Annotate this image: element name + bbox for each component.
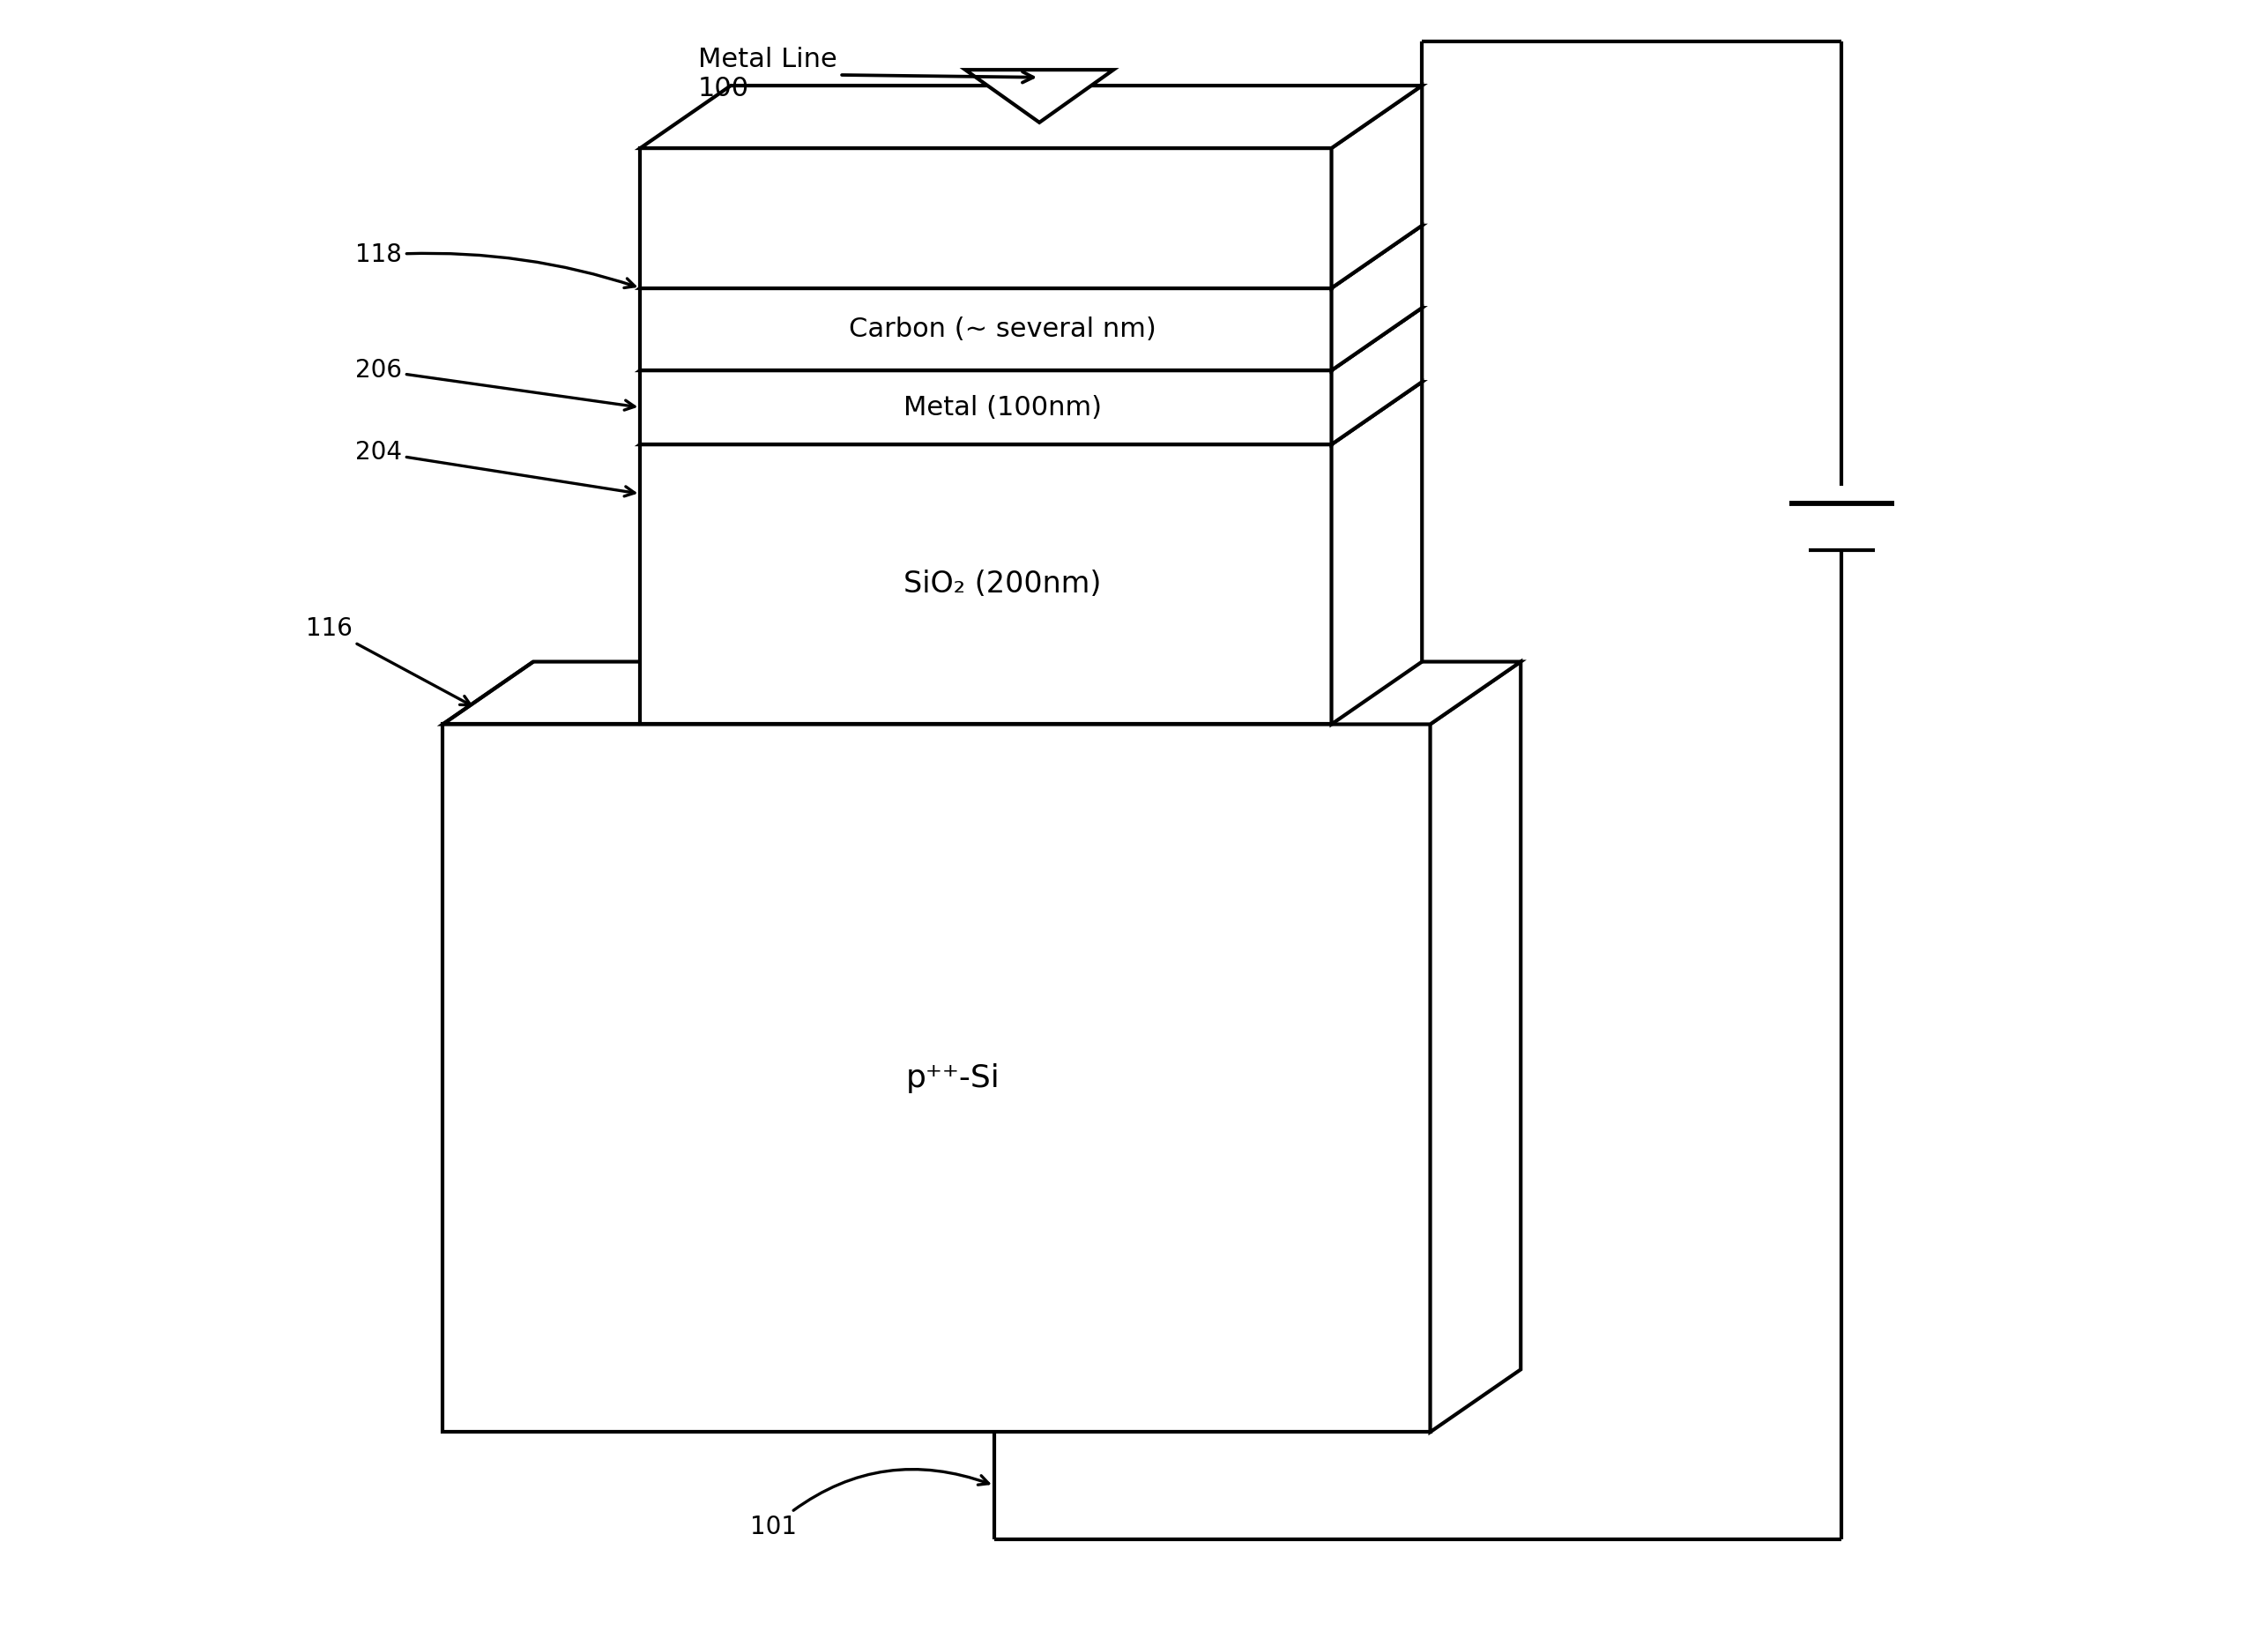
Text: 206: 206	[356, 359, 635, 410]
Text: 204: 204	[356, 441, 635, 495]
Polygon shape	[640, 308, 1422, 370]
Polygon shape	[1331, 382, 1422, 724]
Polygon shape	[442, 662, 1522, 724]
Polygon shape	[640, 288, 1331, 370]
Polygon shape	[1331, 86, 1422, 288]
Polygon shape	[1331, 226, 1422, 370]
Polygon shape	[1331, 308, 1422, 444]
Text: Carbon (~ several nm): Carbon (~ several nm)	[848, 316, 1157, 342]
Polygon shape	[442, 724, 1431, 1432]
Text: SiO₂ (200nm): SiO₂ (200nm)	[903, 570, 1102, 599]
Text: 101: 101	[751, 1470, 989, 1539]
Polygon shape	[966, 69, 1114, 122]
Polygon shape	[640, 444, 1331, 724]
Text: 118: 118	[356, 244, 635, 288]
Polygon shape	[640, 370, 1331, 444]
Polygon shape	[1431, 662, 1522, 1432]
Text: Metal Line
100: Metal Line 100	[699, 46, 1034, 102]
Text: Metal (100nm): Metal (100nm)	[903, 395, 1102, 420]
Polygon shape	[640, 382, 1422, 444]
Polygon shape	[640, 148, 1331, 288]
Polygon shape	[640, 226, 1422, 288]
Polygon shape	[442, 662, 533, 724]
Polygon shape	[640, 86, 1422, 148]
Text: 116: 116	[306, 617, 472, 704]
Text: p⁺⁺-Si: p⁺⁺-Si	[905, 1063, 1000, 1093]
